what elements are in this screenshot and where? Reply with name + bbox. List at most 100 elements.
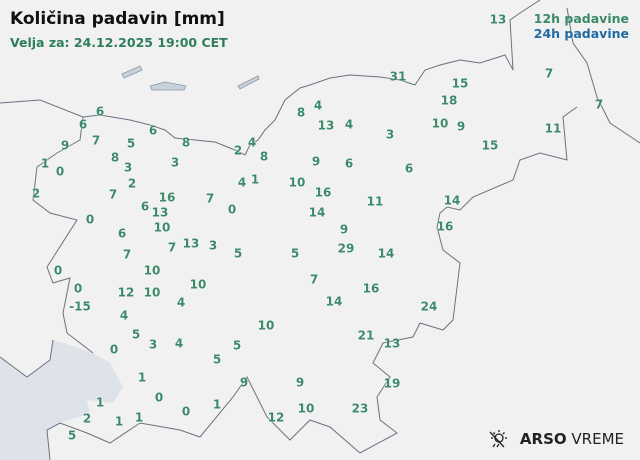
station-value: 16 <box>158 190 176 205</box>
station-value: 7 <box>122 247 132 262</box>
logo-brand: ARSO <box>519 430 567 448</box>
station-value: 13 <box>383 336 401 351</box>
station-value: 0 <box>73 281 83 296</box>
station-value: 14 <box>443 193 461 208</box>
station-value: 9 <box>60 138 70 153</box>
station-value: 8 <box>181 135 191 150</box>
station-value: 6 <box>140 199 150 214</box>
station-value: 6 <box>344 156 354 171</box>
station-value: 4 <box>313 98 323 113</box>
station-value: 3 <box>148 337 158 352</box>
station-value: 7 <box>205 191 215 206</box>
station-value: 2 <box>82 411 92 426</box>
station-value: 0 <box>85 212 95 227</box>
station-value: 5 <box>232 338 242 353</box>
station-value: 7 <box>91 133 101 148</box>
legend: 12h padavine 24h padavine <box>534 11 629 41</box>
station-value: 10 <box>153 220 171 235</box>
lakes <box>121 65 260 91</box>
map-title: Količina padavin [mm] <box>10 9 225 29</box>
station-value: 1 <box>250 172 260 187</box>
station-value: 10 <box>143 285 161 300</box>
station-value: 8 <box>296 105 306 120</box>
station-value: 1 <box>95 395 105 410</box>
legend-24h: 24h padavine <box>533 26 629 41</box>
station-value: 13 <box>317 118 335 133</box>
station-value: 12 <box>117 285 135 300</box>
station-value: 0 <box>55 164 65 179</box>
station-value: 13 <box>182 236 200 251</box>
station-value: 7 <box>309 272 319 287</box>
station-value: 8 <box>110 150 120 165</box>
station-value: 10 <box>189 277 207 292</box>
station-value: 14 <box>308 205 326 220</box>
station-value: 9 <box>339 222 349 237</box>
station-value: 18 <box>440 93 458 108</box>
station-value: 0 <box>109 342 119 357</box>
station-value: -15 <box>69 299 91 314</box>
station-value: 0 <box>154 390 164 405</box>
station-value: 1 <box>40 156 50 171</box>
station-value: 31 <box>389 69 407 84</box>
station-value: 7 <box>167 240 177 255</box>
station-value: 10 <box>143 263 161 278</box>
station-value: 9 <box>239 375 249 390</box>
legend-12h: 12h padavine <box>533 11 629 26</box>
station-value: 6 <box>95 104 105 119</box>
station-value: 19 <box>383 376 401 391</box>
station-value: 0 <box>227 202 237 217</box>
station-value: 3 <box>170 155 180 170</box>
station-value: 11 <box>366 194 384 209</box>
station-value: 14 <box>377 246 395 261</box>
station-value: 21 <box>357 328 375 343</box>
station-value: 9 <box>295 375 305 390</box>
station-value: 9 <box>311 154 321 169</box>
station-value: 2 <box>127 176 137 191</box>
station-value: 6 <box>78 117 88 132</box>
station-value: 1 <box>134 410 144 425</box>
station-value: 14 <box>325 294 343 309</box>
station-value: 13 <box>151 205 169 220</box>
station-value: 24 <box>420 299 438 314</box>
station-value: 6 <box>148 123 158 138</box>
station-value: 5 <box>290 246 300 261</box>
sea <box>0 340 123 460</box>
station-value: 6 <box>117 226 127 241</box>
station-value: 10 <box>288 175 306 190</box>
station-value: 23 <box>351 401 369 416</box>
station-value: 1 <box>212 397 222 412</box>
station-value: 9 <box>456 119 466 134</box>
station-value: 10 <box>297 401 315 416</box>
station-value: 15 <box>451 76 469 91</box>
station-value: 7 <box>594 97 604 112</box>
station-value: 5 <box>233 246 243 261</box>
station-value: 4 <box>119 308 129 323</box>
station-value: 2 <box>233 143 243 158</box>
logo-product: VREME <box>571 430 624 448</box>
station-value: 4 <box>174 336 184 351</box>
sun-rain-icon <box>489 430 507 448</box>
station-value: 5 <box>67 428 77 443</box>
station-value: 2 <box>31 186 41 201</box>
valid-time: Velja za: 24.12.2025 19:00 CET <box>10 35 228 50</box>
station-value: 12 <box>267 410 285 425</box>
station-value: 10 <box>257 318 275 333</box>
station-value: 4 <box>344 117 354 132</box>
station-value: 16 <box>314 185 332 200</box>
station-value: 6 <box>404 161 414 176</box>
station-value: 1 <box>114 414 124 429</box>
station-value: 10 <box>431 116 449 131</box>
station-value: 4 <box>176 295 186 310</box>
station-value: 13 <box>489 12 507 27</box>
station-value: 5 <box>131 327 141 342</box>
station-value: 3 <box>208 238 218 253</box>
station-value: 8 <box>259 149 269 164</box>
station-value: 3 <box>385 127 395 142</box>
station-value: 4 <box>237 175 247 190</box>
station-value: 0 <box>181 404 191 419</box>
station-value: 7 <box>108 187 118 202</box>
station-value: 11 <box>544 121 562 136</box>
station-value: 7 <box>544 66 554 81</box>
